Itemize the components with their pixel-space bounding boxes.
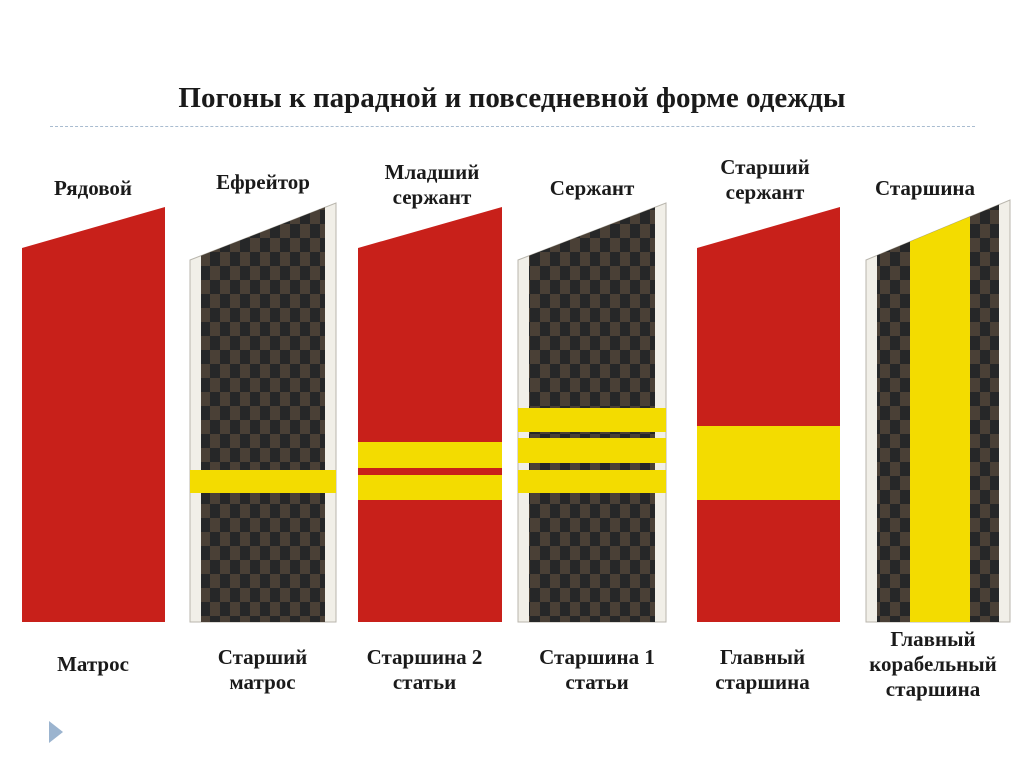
bottom-label-6: Главный корабельный старшина [869,627,997,701]
rank-stripe [358,442,502,468]
rank-stripe [190,470,336,493]
rank-stripe [358,475,502,500]
rank-stripe [518,408,666,432]
rank-stripe-longitudinal [910,216,970,622]
bottom-label-5: Главный старшина [715,645,810,694]
bottom-label-2: Старший матрос [217,645,308,694]
slide-title: Погоны к парадной и повседневной форме о… [178,82,846,114]
bottom-label-1: Матрос [57,652,129,676]
triangle-right-icon[interactable] [49,721,63,743]
shoulder-board-red [697,207,840,622]
title-divider [50,126,975,127]
rank-stripe [518,470,666,493]
top-label-2: Ефрейтор [216,170,310,194]
top-label-4: Сержант [549,176,635,200]
shoulder-board-red [358,207,502,622]
bottom-label-3: Старшина 2 статьи [366,645,483,694]
bottom-label-4: Старшина 1 статьи [539,645,655,694]
rank-stripe [518,438,666,463]
rank-stripe [697,426,840,500]
shoulder-board-checker [201,207,325,622]
top-label-6: Старшина [874,176,976,200]
shoulder-board-red [22,207,165,622]
top-label-1: Рядовой [53,176,133,200]
top-label-3: Младший сержант [384,160,480,209]
top-label-5: Старший сержант [720,155,810,204]
